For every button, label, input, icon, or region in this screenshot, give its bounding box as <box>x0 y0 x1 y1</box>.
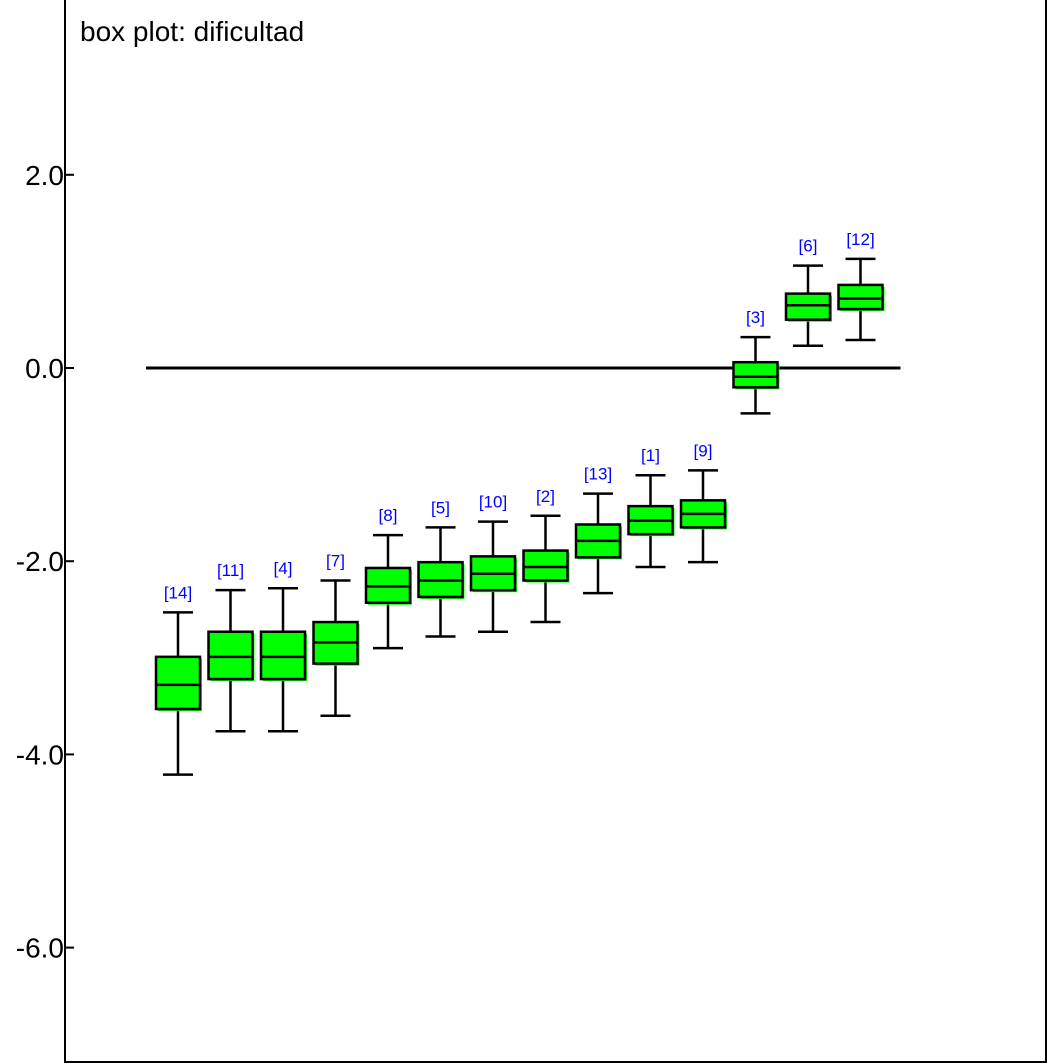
box-iqr <box>207 630 254 681</box>
box-label: [11] <box>217 561 244 580</box>
box-item: [5] <box>417 498 465 638</box>
box-item: [13] <box>574 465 622 595</box>
box-label: [5] <box>431 498 450 517</box>
y-axis: 2.0 0.0 -2.0 -4.0 -6.0 <box>16 160 74 964</box>
box-item: [12] <box>837 230 885 342</box>
box-item: [2] <box>522 487 570 624</box>
box-label: [13] <box>584 465 612 484</box>
box-label: [9] <box>694 441 713 460</box>
box-label: [7] <box>326 552 345 571</box>
box-item: [14] <box>154 583 202 776</box>
box-label: [14] <box>164 583 192 602</box>
box-label: [12] <box>846 230 874 249</box>
box-series: [14] [11] [4] [7] [8] [5] [10] [2] [13] [1] [9] [3]… <box>154 230 885 776</box>
box-item: [9] <box>679 441 727 564</box>
y-tick-label: 0.0 <box>25 353 64 384</box>
box-iqr <box>522 549 569 582</box>
box-item: [3] <box>732 308 780 415</box>
box-iqr <box>259 630 307 681</box>
box-label: [2] <box>536 487 555 506</box>
y-tick-label: -4.0 <box>16 739 64 770</box>
box-iqr <box>732 360 779 389</box>
box-item: [10] <box>469 493 517 633</box>
box-label: [3] <box>746 308 765 327</box>
box-item: [8] <box>364 506 412 650</box>
box-item: [4] <box>259 559 307 733</box>
box-iqr <box>837 283 884 311</box>
box-label: [1] <box>641 446 660 465</box>
y-tick-label: 2.0 <box>25 160 64 191</box>
box-item: [6] <box>784 237 832 348</box>
box-item: [7] <box>312 552 360 718</box>
y-tick-label: -2.0 <box>16 546 64 577</box>
plot-frame <box>64 0 1047 1063</box>
box-iqr <box>784 292 832 321</box>
y-tick-label: -6.0 <box>16 933 64 964</box>
box-label: [8] <box>379 506 398 525</box>
box-item: [1] <box>627 446 675 569</box>
box-label: [10] <box>479 493 507 512</box>
box-iqr <box>154 655 202 711</box>
box-label: [6] <box>799 237 818 256</box>
box-item: [11] <box>207 561 255 733</box>
box-label: [4] <box>274 559 293 578</box>
chart-title: box plot: dificultad <box>80 16 304 47</box>
